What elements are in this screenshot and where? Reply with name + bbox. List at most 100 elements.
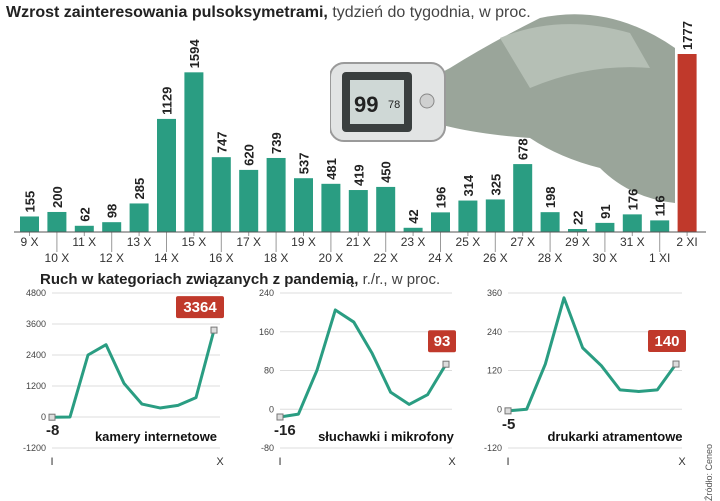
category-label: 26 X	[483, 251, 508, 265]
bar	[595, 222, 615, 232]
y-tick-label: -80	[261, 443, 274, 453]
bar-value-label: 285	[132, 178, 147, 200]
bar	[458, 200, 478, 232]
category-label: 27 X	[510, 235, 535, 249]
bar-value-label: 678	[516, 138, 531, 160]
bar-value-label: 1594	[187, 39, 202, 69]
category-label: 28 X	[538, 251, 563, 265]
bar-value-label: 747	[214, 131, 229, 153]
bar-value-label: 314	[461, 174, 476, 196]
category-label: 22 X	[373, 251, 398, 265]
category-label: 2 XI	[676, 235, 697, 249]
bar-value-label: 200	[50, 186, 65, 208]
bar	[129, 203, 149, 232]
category-label: 25 X	[456, 235, 481, 249]
category-label: 29 X	[565, 235, 590, 249]
series-line	[279, 308, 448, 419]
start-point	[48, 413, 56, 421]
y-tick-label: 240	[487, 327, 502, 337]
y-tick-label: -120	[484, 443, 502, 453]
bar-value-label: 22	[571, 211, 586, 225]
end-point	[672, 360, 680, 368]
category-label: 19 X	[291, 235, 316, 249]
bar	[266, 157, 286, 232]
series-label: słuchawki i mikrofony	[318, 429, 455, 444]
category-label: 24 X	[428, 251, 453, 265]
category-label: 10 X	[45, 251, 70, 265]
category-label: 9 X	[20, 235, 38, 249]
bar-value-label: 196	[434, 187, 449, 209]
end-value-label: 93	[434, 333, 451, 350]
category-label: 20 X	[319, 251, 344, 265]
bar-value-label: 739	[269, 132, 284, 154]
bar-value-label: 620	[242, 144, 257, 166]
weekly-bar-chart: 155 9 X 200 10 X 62 11 X 98 12 X 285 13 X 1129 14 X…	[14, 21, 706, 265]
bar	[650, 220, 670, 232]
y-tick-label: 160	[259, 327, 274, 337]
category-label: 21 X	[346, 235, 371, 249]
end-point	[442, 360, 450, 368]
bar-value-label: 42	[406, 209, 421, 223]
bar	[376, 186, 396, 232]
y-tick-label: 360	[487, 288, 502, 298]
bar-value-label: 450	[379, 161, 394, 183]
bar-value-label: 481	[324, 158, 339, 180]
bar	[540, 212, 560, 232]
end-value-label: 3364	[183, 299, 217, 316]
bar	[102, 222, 122, 232]
bar	[568, 229, 587, 232]
x-tick-label: I	[278, 456, 281, 468]
pulse-readout: 78	[388, 99, 400, 111]
bar	[622, 214, 642, 232]
bar	[513, 164, 533, 232]
bar	[321, 183, 341, 232]
bar	[431, 212, 450, 232]
x-tick-label: X	[678, 456, 686, 468]
x-tick-label: I	[50, 456, 53, 468]
category-label: 23 X	[401, 235, 426, 249]
category-label: 16 X	[209, 251, 234, 265]
y-tick-label: 0	[269, 404, 274, 414]
bar-value-label: 198	[543, 186, 558, 208]
bar	[74, 225, 94, 232]
x-tick-label: X	[216, 456, 224, 468]
category-label: 12 X	[99, 251, 124, 265]
bar-value-label: 1129	[160, 87, 175, 115]
spo2-readout: 99	[354, 92, 378, 117]
end-point	[210, 326, 218, 334]
category-label: 30 X	[593, 251, 618, 265]
series-label: kamery internetowe	[95, 429, 217, 444]
source-note: Źródło: Ceneo	[704, 444, 714, 501]
series-line	[507, 296, 678, 413]
series-label: drukarki atramentowe	[547, 429, 682, 444]
bar-value-label: 419	[351, 164, 366, 186]
y-tick-label: 240	[259, 288, 274, 298]
y-tick-label: 0	[497, 404, 502, 414]
y-tick-label: 120	[487, 366, 502, 376]
bar	[294, 178, 313, 232]
category-label: 14 X	[154, 251, 179, 265]
bar	[403, 227, 423, 232]
y-tick-label: 2400	[26, 350, 46, 360]
start-value-label: -8	[46, 422, 59, 439]
bar-value-label: 116	[653, 195, 668, 216]
category-label: 1 XI	[649, 251, 670, 265]
end-value-label: 140	[654, 333, 679, 350]
end-value-badge	[428, 330, 456, 353]
category-label: 18 X	[264, 251, 289, 265]
bar-value-label: 62	[77, 207, 92, 221]
x-tick-label: I	[506, 456, 509, 468]
bar	[211, 157, 231, 232]
y-tick-label: 0	[41, 412, 46, 422]
y-tick-label: 3600	[26, 319, 46, 329]
bar-value-label: 176	[625, 189, 640, 211]
bar	[485, 199, 505, 232]
bar	[239, 169, 259, 232]
category-label: 15 X	[182, 235, 207, 249]
category-label: 13 X	[127, 235, 152, 249]
main-title: Wzrost zainteresowania pulsoksymetrami, …	[6, 4, 531, 21]
y-tick-label: 80	[264, 366, 274, 376]
start-value-label: -5	[502, 416, 515, 433]
end-value-badge	[176, 296, 224, 319]
